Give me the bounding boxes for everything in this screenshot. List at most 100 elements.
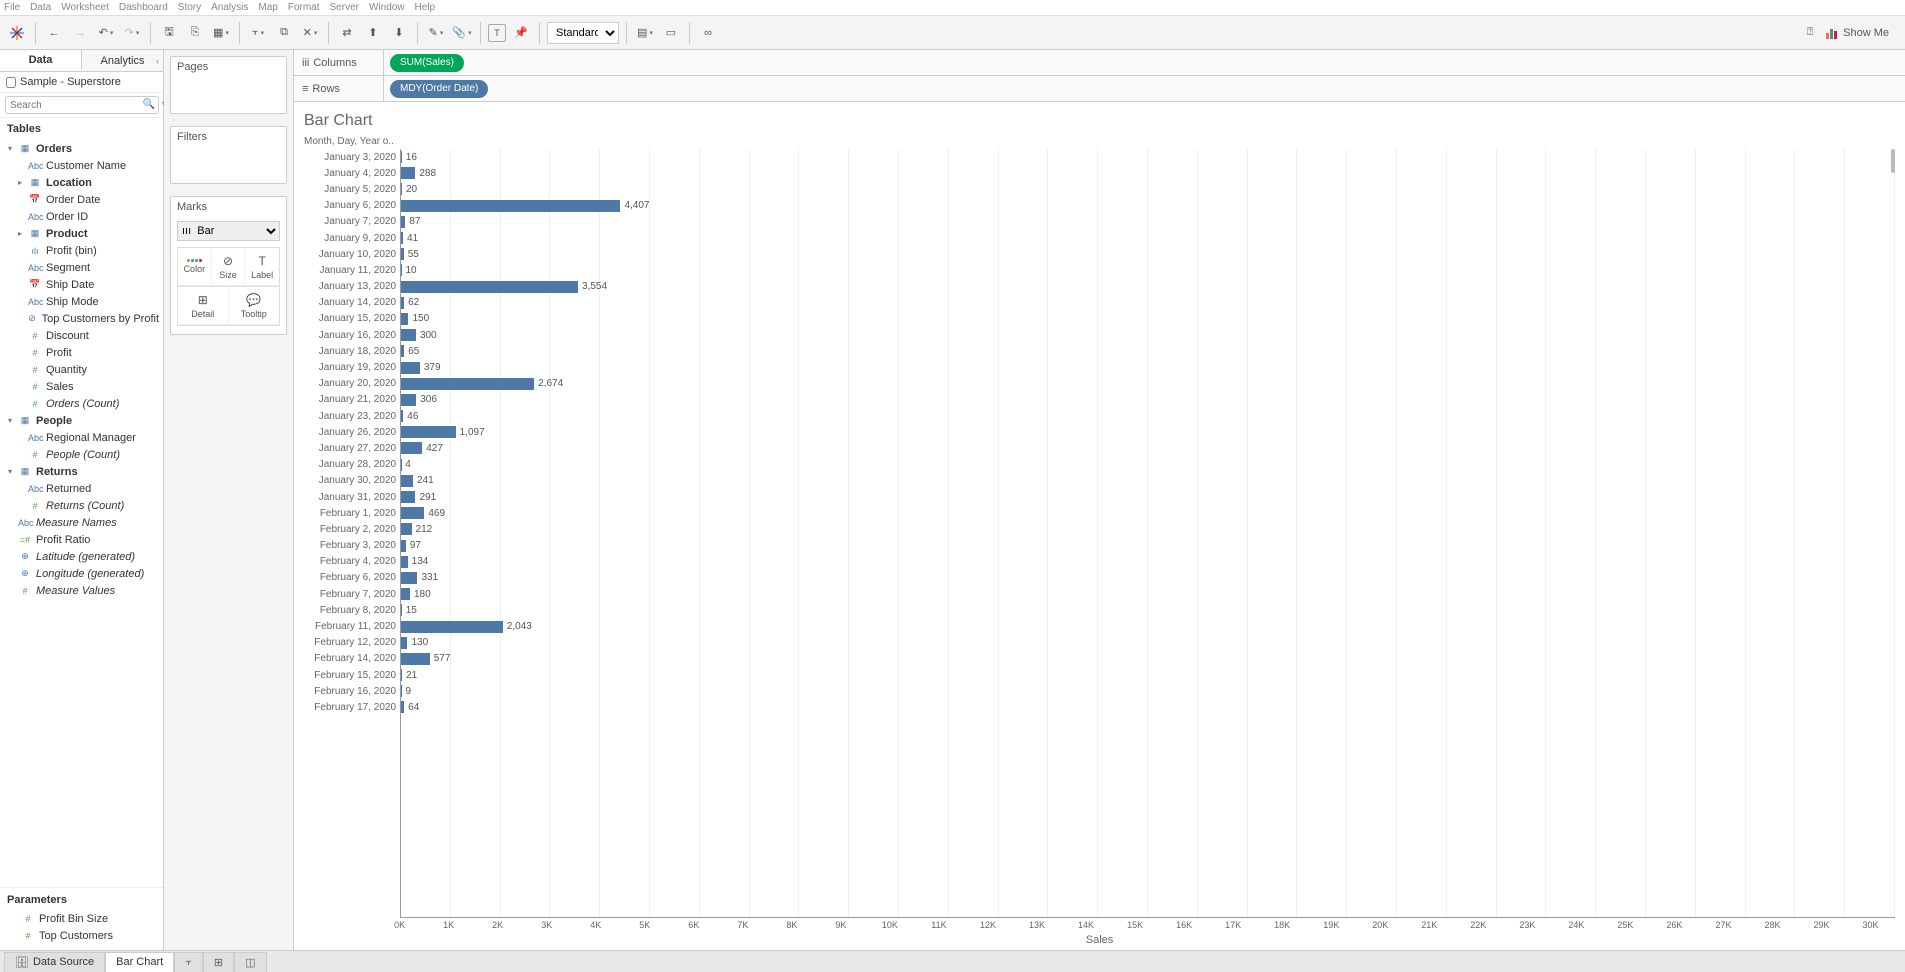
tableau-logo-icon[interactable] — [6, 22, 28, 44]
bar[interactable] — [401, 297, 404, 309]
bar-row[interactable]: 87 — [401, 214, 1895, 230]
field-ship-mode[interactable]: AbcShip Mode — [0, 293, 163, 310]
tab-analytics[interactable]: Analytics‹ — [82, 50, 163, 71]
menu-analysis[interactable]: Analysis — [211, 2, 248, 13]
bar-row[interactable]: 21 — [401, 667, 1895, 683]
labels-icon[interactable]: T — [488, 24, 506, 42]
redo-icon[interactable]: ↷ — [121, 22, 143, 44]
bar[interactable] — [401, 151, 402, 163]
field-profit-ratio[interactable]: =#Profit Ratio — [0, 531, 163, 548]
field-regional-manager[interactable]: AbcRegional Manager — [0, 429, 163, 446]
menu-server[interactable]: Server — [330, 2, 359, 13]
datasource-row[interactable]: Sample - Superstore — [0, 72, 163, 93]
tab-sheet[interactable]: Bar Chart — [105, 952, 174, 972]
bar[interactable] — [401, 588, 410, 600]
field-returns-count-[interactable]: #Returns (Count) — [0, 497, 163, 514]
pages-card[interactable]: Pages — [170, 56, 287, 114]
fit-select[interactable]: Standard — [547, 22, 619, 44]
mark-label[interactable]: TLabel — [245, 248, 279, 286]
mark-color[interactable]: Color — [178, 248, 212, 286]
bar-row[interactable]: 469 — [401, 505, 1895, 521]
bar[interactable] — [401, 669, 402, 681]
bar-row[interactable]: 64 — [401, 699, 1895, 715]
highlight-icon[interactable]: ✎ — [425, 22, 447, 44]
new-sheet-icon[interactable]: ▦ — [210, 22, 232, 44]
field-profit-bin-[interactable]: ılıProfit (bin) — [0, 242, 163, 259]
bar-row[interactable]: 150 — [401, 311, 1895, 327]
bar-row[interactable]: 97 — [401, 538, 1895, 554]
new-story-button[interactable]: ◫ — [234, 952, 266, 972]
bar-row[interactable]: 2,043 — [401, 618, 1895, 634]
bar[interactable] — [401, 653, 430, 665]
field-latitude-generated-[interactable]: ⊕Latitude (generated) — [0, 548, 163, 565]
bar[interactable] — [401, 491, 415, 503]
mark-type-select[interactable]: ııı Bar — [177, 221, 280, 241]
field-profit[interactable]: #Profit — [0, 344, 163, 361]
bar-row[interactable]: 62 — [401, 295, 1895, 311]
field-returns[interactable]: ▾▦Returns — [0, 463, 163, 480]
mark-detail[interactable]: ⊞Detail — [178, 287, 229, 325]
bar-row[interactable]: 4 — [401, 457, 1895, 473]
bar-row[interactable]: 427 — [401, 440, 1895, 456]
bar-chart[interactable]: 16288204,407874155103,55462150300653792,… — [400, 149, 1895, 918]
swap-icon[interactable]: ⇄ — [336, 22, 358, 44]
menu-story[interactable]: Story — [178, 2, 201, 13]
menu-map[interactable]: Map — [258, 2, 277, 13]
bar[interactable] — [401, 183, 402, 195]
field-customer-name[interactable]: AbcCustomer Name — [0, 157, 163, 174]
mark-tooltip[interactable]: 💬Tooltip — [229, 287, 280, 325]
search-input[interactable] — [5, 96, 159, 114]
menu-window[interactable]: Window — [369, 2, 405, 13]
field-orders-count-[interactable]: #Orders (Count) — [0, 395, 163, 412]
bar[interactable] — [401, 200, 620, 212]
param-profit-bin-size[interactable]: #Profit Bin Size — [7, 910, 156, 927]
duplicate-icon[interactable]: ⧉ — [273, 22, 295, 44]
show-me-button[interactable]: Show Me — [1825, 26, 1889, 40]
field-discount[interactable]: #Discount — [0, 327, 163, 344]
rows-pill[interactable]: MDY(Order Date) — [390, 80, 488, 98]
bar[interactable] — [401, 426, 456, 438]
new-sheet-button[interactable]: ⫟ — [174, 952, 203, 972]
bar[interactable] — [401, 442, 422, 454]
share-icon[interactable]: ∞ — [697, 22, 719, 44]
field-measure-values[interactable]: #Measure Values — [0, 582, 163, 599]
chevron-left-icon[interactable]: ‹ — [156, 56, 159, 66]
sort-asc-icon[interactable]: ⬆ — [362, 22, 384, 44]
new-data-icon[interactable]: ⎘ — [184, 22, 206, 44]
bar[interactable] — [401, 167, 415, 179]
field-returned[interactable]: AbcReturned — [0, 480, 163, 497]
filters-card[interactable]: Filters — [170, 126, 287, 184]
back-icon[interactable]: ← — [43, 22, 65, 44]
bar[interactable] — [401, 523, 412, 535]
field-people-count-[interactable]: #People (Count) — [0, 446, 163, 463]
menu-file[interactable]: File — [4, 2, 20, 13]
save-icon[interactable]: 🖫 — [158, 22, 180, 44]
bar-row[interactable]: 288 — [401, 165, 1895, 181]
menu-worksheet[interactable]: Worksheet — [61, 2, 109, 13]
bar-row[interactable]: 134 — [401, 554, 1895, 570]
bar-row[interactable]: 2,674 — [401, 376, 1895, 392]
bar[interactable] — [401, 345, 404, 357]
bar-row[interactable]: 3,554 — [401, 279, 1895, 295]
bar[interactable] — [401, 637, 407, 649]
bar[interactable] — [401, 701, 404, 713]
field-top-customers-by-profit[interactable]: ⊘Top Customers by Profit — [0, 310, 163, 327]
bar-row[interactable]: 577 — [401, 651, 1895, 667]
bar[interactable] — [401, 362, 420, 374]
bar-row[interactable]: 180 — [401, 586, 1895, 602]
undo-icon[interactable]: ↶ — [95, 22, 117, 44]
bar[interactable] — [401, 248, 404, 260]
menu-data[interactable]: Data — [30, 2, 51, 13]
field-location[interactable]: ▸▦Location — [0, 174, 163, 191]
scrollbar-thumb[interactable] — [1891, 149, 1895, 173]
bar-row[interactable]: 41 — [401, 230, 1895, 246]
bar-row[interactable]: 306 — [401, 392, 1895, 408]
forward-icon[interactable]: → — [69, 22, 91, 44]
bar-row[interactable]: 20 — [401, 181, 1895, 197]
presentation-icon[interactable]: ▭ — [660, 22, 682, 44]
bar[interactable] — [401, 281, 578, 293]
bar-row[interactable]: 291 — [401, 489, 1895, 505]
bar-row[interactable]: 331 — [401, 570, 1895, 586]
bar[interactable] — [401, 378, 534, 390]
bar-row[interactable]: 16 — [401, 149, 1895, 165]
